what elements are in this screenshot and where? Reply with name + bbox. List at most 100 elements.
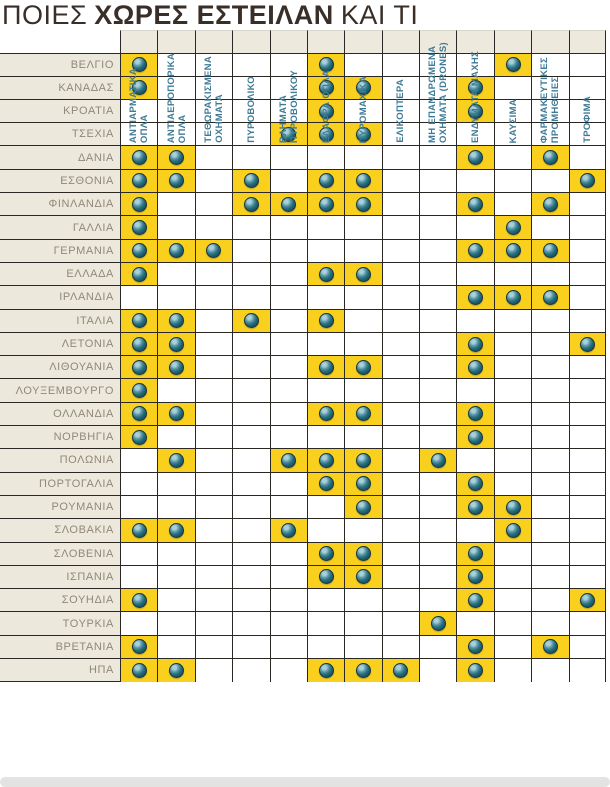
matrix-cell (568, 123, 606, 147)
matrix-cell (269, 53, 307, 77)
matrix-cell (456, 332, 494, 357)
aid-dot-icon (355, 499, 371, 515)
matrix-cell (456, 239, 494, 263)
matrix-cell (531, 356, 569, 380)
matrix-cell (456, 356, 494, 380)
matrix-cell (194, 123, 233, 147)
matrix-cell (269, 309, 307, 333)
matrix-cell (381, 99, 420, 124)
aid-dot-icon (169, 173, 185, 189)
matrix-cell (306, 286, 345, 310)
matrix-cell (568, 309, 606, 333)
matrix-cell (419, 659, 457, 683)
matrix-cell (381, 449, 420, 473)
matrix-cell (157, 216, 195, 240)
matrix-cell (157, 286, 195, 310)
column-header-label: ΚΑΥΣΙΜΑ (507, 98, 519, 143)
matrix-cell (157, 99, 195, 124)
matrix-cell (232, 356, 270, 380)
matrix-cell (456, 286, 494, 310)
matrix-cell (456, 216, 494, 240)
aid-dot-icon (430, 616, 446, 632)
matrix-cell (120, 472, 158, 496)
matrix-cell (568, 612, 606, 636)
matrix-cell (232, 565, 270, 590)
matrix-cell (232, 286, 270, 310)
matrix-cell (306, 542, 345, 566)
matrix-cell (568, 146, 606, 170)
matrix-cell (419, 519, 457, 543)
matrix-cell (306, 169, 345, 194)
matrix-cell (344, 169, 382, 194)
matrix-cell (456, 146, 494, 170)
aid-dot-icon (468, 243, 484, 259)
matrix-cell (232, 542, 270, 566)
row-label: ΠΟΡΤΟΓΑΛΙΑ (0, 472, 120, 496)
row-label: ΙΡΛΑΝΔΙΑ (0, 286, 120, 310)
matrix-cell (568, 426, 606, 450)
matrix-cell (456, 612, 494, 636)
matrix-cell (306, 193, 345, 217)
matrix-cell (456, 472, 494, 496)
bottom-bar (0, 777, 610, 787)
aid-dot-icon (468, 546, 484, 562)
matrix-cell (381, 402, 420, 427)
matrix-cell (456, 309, 494, 333)
title-bold: ΧΩΡΕΣ ΕΣΤΕΙΛΑΝ (94, 0, 334, 30)
matrix-cell (344, 612, 382, 636)
aid-dot-icon (505, 522, 521, 538)
matrix-cell (269, 495, 307, 520)
column-header-label: ΠΥΡΟΒΟΛΙΚΟ (245, 76, 257, 143)
matrix-cell (194, 262, 233, 287)
matrix-cell (344, 286, 382, 310)
title-light-prefix: ΠΟΙΕΣ (2, 0, 88, 30)
matrix-cell (120, 449, 158, 473)
matrix-cell (269, 169, 307, 194)
matrix-cell (531, 286, 569, 310)
matrix-cell (493, 286, 532, 310)
aid-dot-icon (131, 336, 147, 352)
matrix-cell (419, 472, 457, 496)
aid-dot-icon (243, 313, 259, 329)
matrix-cell (381, 286, 420, 310)
matrix-cell (269, 216, 307, 240)
matrix-cell (194, 426, 233, 450)
matrix-cell (381, 262, 420, 287)
matrix-cell (120, 495, 158, 520)
matrix-cell (157, 309, 195, 333)
matrix-cell (568, 356, 606, 380)
aid-dot-icon (505, 57, 521, 73)
matrix-cell (456, 99, 494, 124)
aid-dot-icon (131, 663, 147, 679)
matrix-cell (531, 99, 569, 124)
matrix-cell (157, 332, 195, 357)
matrix-cell (493, 426, 532, 450)
aid-dot-icon (131, 639, 147, 655)
matrix-cell (157, 472, 195, 496)
row-label: ΙΣΠΑΝΙΑ (0, 565, 120, 590)
aid-dot-icon (169, 406, 185, 422)
matrix-cell (194, 99, 233, 124)
row-label: ΕΣΘΟΝΙΑ (0, 169, 120, 194)
matrix-cell (419, 99, 457, 124)
aid-dot-icon (355, 80, 371, 96)
matrix-cell (493, 612, 532, 636)
aid-dot-icon (468, 80, 484, 96)
column-header-label: ΕΛΑΦΡΑ ΟΠΛΑ (320, 70, 332, 143)
matrix-cell (232, 659, 270, 683)
matrix-cell (493, 635, 532, 660)
matrix-cell (419, 53, 457, 77)
matrix-cell (232, 402, 270, 427)
page-title: ΠΟΙΕΣ ΧΩΡΕΣ ΕΣΤΕΙΛΑΝ ΚΑΙ ΤΙ (0, 0, 610, 29)
matrix-cell (381, 589, 420, 613)
matrix-cell (568, 239, 606, 263)
matrix-cell (381, 53, 420, 77)
aid-dot-icon (393, 663, 409, 679)
matrix-cell (344, 542, 382, 566)
matrix-cell (419, 169, 457, 194)
row-label: ΡΟΥΜΑΝΙΑ (0, 495, 120, 520)
matrix-cell (306, 426, 345, 450)
matrix-cell (381, 216, 420, 240)
row-label: ΚΡΟΑΤΙΑ (0, 99, 120, 124)
matrix-cell (344, 146, 382, 170)
